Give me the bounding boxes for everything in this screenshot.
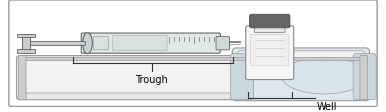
FancyBboxPatch shape bbox=[232, 48, 369, 101]
FancyBboxPatch shape bbox=[250, 15, 290, 29]
Text: Trough: Trough bbox=[135, 74, 168, 84]
Ellipse shape bbox=[83, 33, 92, 54]
Bar bbox=[22, 34, 30, 53]
FancyBboxPatch shape bbox=[246, 27, 294, 80]
Text: Well: Well bbox=[317, 101, 337, 111]
FancyBboxPatch shape bbox=[9, 1, 377, 107]
Bar bbox=[29, 42, 85, 46]
FancyBboxPatch shape bbox=[81, 34, 220, 54]
Ellipse shape bbox=[281, 58, 367, 94]
FancyBboxPatch shape bbox=[254, 22, 285, 33]
FancyBboxPatch shape bbox=[216, 37, 229, 50]
Bar bbox=[17, 34, 35, 38]
FancyBboxPatch shape bbox=[93, 37, 108, 50]
FancyBboxPatch shape bbox=[353, 54, 376, 100]
FancyBboxPatch shape bbox=[251, 35, 289, 66]
FancyBboxPatch shape bbox=[19, 59, 234, 93]
FancyBboxPatch shape bbox=[237, 51, 365, 76]
FancyBboxPatch shape bbox=[17, 56, 369, 100]
Bar bbox=[17, 49, 35, 53]
FancyBboxPatch shape bbox=[230, 54, 254, 100]
FancyBboxPatch shape bbox=[360, 56, 367, 100]
FancyBboxPatch shape bbox=[19, 56, 26, 100]
Bar bbox=[19, 57, 367, 61]
FancyBboxPatch shape bbox=[112, 36, 167, 51]
